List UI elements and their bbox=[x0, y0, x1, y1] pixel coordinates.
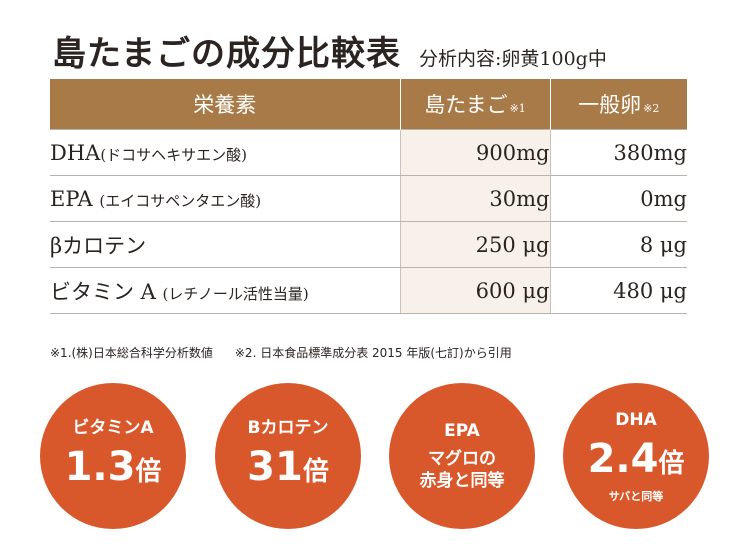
nutrient-sub: (ドコサヘキサエン酸) bbox=[100, 145, 248, 164]
nutrient-name: DHA bbox=[50, 140, 101, 165]
table-header-row: 栄養素 島たまご ※1 一般卵 ※2 bbox=[50, 79, 687, 130]
badge-label: Bカロテン bbox=[247, 417, 329, 438]
badge-dha: DHA 2.4倍 サバと同等 bbox=[563, 383, 709, 529]
badge-value: 1.3 bbox=[64, 443, 136, 490]
badge-beta-carotene: Bカロテン 31倍 bbox=[215, 383, 361, 529]
nutrient-cell: DHA(ドコサヘキサエン酸) bbox=[50, 129, 400, 176]
header-island-note: ※1 bbox=[509, 102, 526, 115]
header-normal: 一般卵 ※2 bbox=[549, 79, 687, 130]
nutrient-sub: (レチノール活性当量) bbox=[162, 284, 309, 303]
badge-epa: EPA マグロの 赤身と同等 bbox=[389, 383, 535, 529]
badge-value: 2.4 bbox=[587, 435, 659, 482]
footnote-2: ※2. 日本食品標準成分表 2015 年版(七訂)から引用 bbox=[234, 346, 512, 360]
nutrient-cell: βカロテン bbox=[50, 221, 400, 268]
badge-small-note: サバと同等 bbox=[608, 489, 664, 503]
page-subtitle: 分析内容:卵黄100g中 bbox=[418, 48, 607, 70]
normal-value: 8 μg bbox=[550, 221, 687, 268]
island-value: 600 μg bbox=[399, 267, 551, 314]
badge-value-row: 2.4倍 bbox=[588, 435, 685, 488]
title-row: 島たまごの成分比較表 分析内容:卵黄100g中 bbox=[52, 26, 607, 75]
footnote-1: ※1.(株)日本総合科学分析数値 bbox=[50, 346, 213, 360]
table-row: DHA(ドコサヘキサエン酸) 900mg 380mg bbox=[50, 129, 687, 176]
footnotes: ※1.(株)日本総合科学分析数値 ※2. 日本食品標準成分表 2015 年版(七訂… bbox=[50, 344, 512, 361]
header-normal-note: ※2 bbox=[643, 102, 660, 115]
nutrient-name: βカロテン bbox=[50, 233, 147, 258]
badge-value-row: 31倍 bbox=[247, 443, 329, 496]
nutrient-cell: EPA (エイコサペンタエン酸) bbox=[50, 175, 400, 222]
header-normal-label: 一般卵 bbox=[578, 93, 642, 117]
badge-label: EPA bbox=[444, 421, 480, 441]
island-value: 900mg bbox=[399, 129, 551, 176]
normal-value: 0mg bbox=[550, 175, 687, 222]
normal-value: 480 μg bbox=[550, 267, 687, 314]
island-value: 30mg bbox=[399, 175, 551, 222]
badge-line3: 赤身と同等 bbox=[419, 471, 505, 491]
header-island: 島たまご ※1 bbox=[399, 79, 550, 130]
badge-unit: 倍 bbox=[658, 448, 685, 479]
badge-value-row: 1.3倍 bbox=[65, 443, 162, 496]
badge-label: ビタミンA bbox=[72, 417, 154, 438]
nutrient-sub: (エイコサペンタエン酸) bbox=[99, 191, 262, 210]
header-nutrient: 栄養素 bbox=[50, 79, 400, 130]
table-row: βカロテン 250 μg 8 μg bbox=[50, 221, 687, 268]
normal-value: 380mg bbox=[550, 129, 687, 176]
badge-vitamin-a: ビタミンA 1.3倍 bbox=[40, 383, 186, 529]
badge-unit: 倍 bbox=[135, 456, 162, 487]
comparison-table: 栄養素 島たまご ※1 一般卵 ※2 DHA(ドコサヘキサエン酸) 900mg 38… bbox=[50, 79, 687, 314]
nutrient-name: EPA bbox=[50, 186, 93, 211]
badge-line2: マグロの bbox=[428, 449, 496, 469]
badge-value: 31 bbox=[247, 443, 303, 490]
nutrient-cell: ビタミン A (レチノール活性当量) bbox=[50, 267, 400, 314]
badge-unit: 倍 bbox=[302, 456, 329, 487]
page-title: 島たまごの成分比較表 bbox=[52, 34, 401, 74]
nutrient-name: ビタミン A bbox=[50, 279, 156, 304]
header-island-label: 島たまご bbox=[424, 93, 508, 117]
island-value: 250 μg bbox=[399, 221, 551, 268]
table-row: ビタミン A (レチノール活性当量) 600 μg 480 μg bbox=[50, 267, 687, 314]
badge-label: DHA bbox=[615, 409, 657, 430]
table-row: EPA (エイコサペンタエン酸) 30mg 0mg bbox=[50, 175, 687, 222]
